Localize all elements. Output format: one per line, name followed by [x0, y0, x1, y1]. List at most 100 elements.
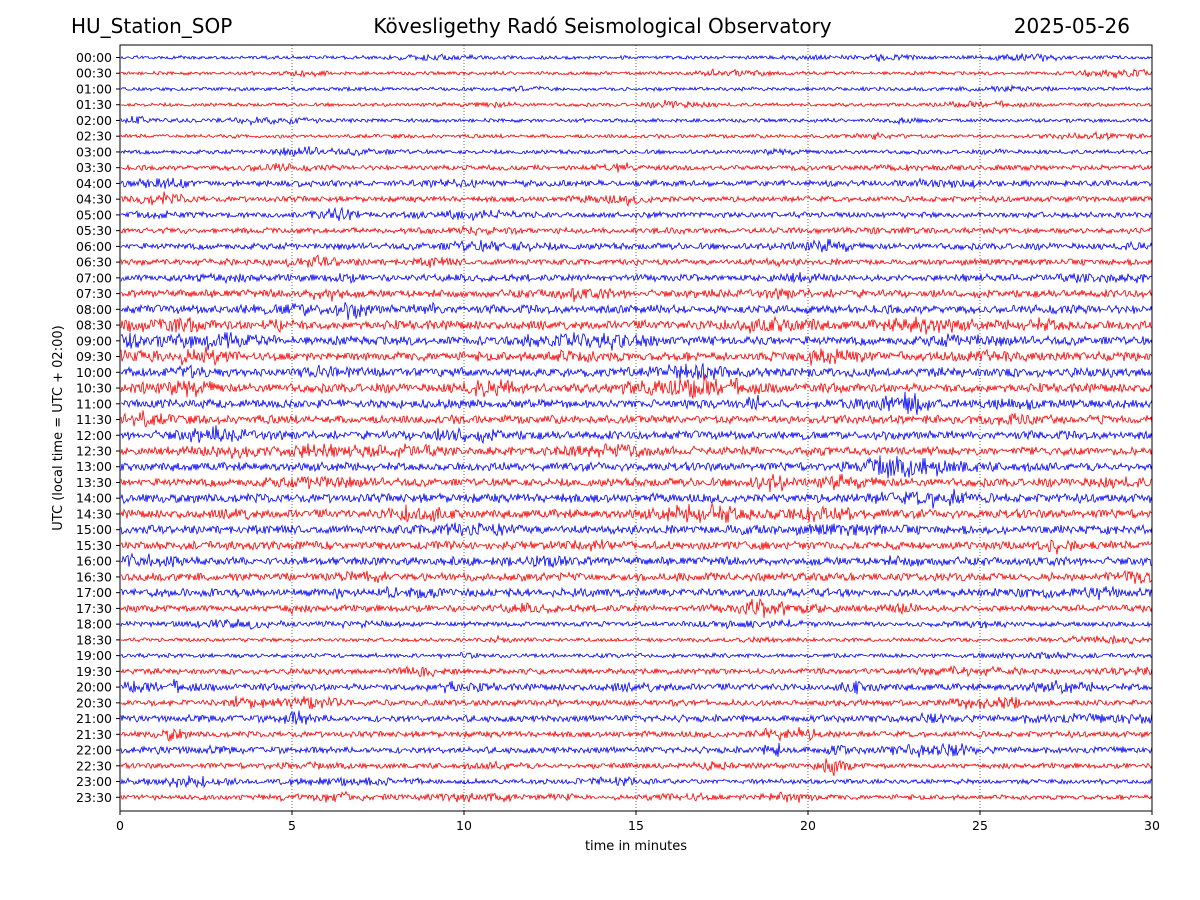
y-tick-label-07:00: 07:00 [76, 270, 112, 285]
x-tick-label-20: 20 [800, 818, 816, 833]
y-tick-label-04:00: 04:00 [76, 176, 112, 191]
x-tick-label-15: 15 [628, 818, 644, 833]
trace-03:30 [120, 162, 1153, 173]
trace-06:30 [120, 254, 1153, 269]
y-tick-label-12:00: 12:00 [76, 428, 112, 443]
trace-01:00 [120, 84, 1153, 93]
trace-00:30 [120, 67, 1153, 79]
y-tick-label-04:30: 04:30 [76, 192, 112, 207]
y-tick-label-03:00: 03:00 [76, 144, 112, 159]
y-tick-label-11:00: 11:00 [76, 396, 112, 411]
y-tick-label-00:30: 00:30 [76, 66, 112, 81]
trace-19:30 [120, 664, 1153, 678]
x-axis-ticks: 0 5 10 15 20 25 30 [116, 811, 1160, 833]
trace-08:30 [120, 315, 1153, 335]
y-tick-label-10:30: 10:30 [76, 381, 112, 396]
y-tick-label-05:30: 05:30 [76, 223, 112, 238]
y-tick-label-01:30: 01:30 [76, 97, 112, 112]
trace-02:00 [120, 115, 1153, 127]
y-tick-label-13:00: 13:00 [76, 459, 112, 474]
y-tick-label-21:00: 21:00 [76, 711, 112, 726]
y-tick-label-06:00: 06:00 [76, 239, 112, 254]
trace-09:30 [120, 346, 1153, 367]
trace-02:30 [120, 130, 1153, 142]
trace-13:30 [120, 473, 1153, 493]
trace-05:00 [120, 206, 1153, 221]
seismic-traces [120, 52, 1153, 803]
y-tick-label-20:00: 20:00 [76, 680, 112, 695]
y-tick-label-21:30: 21:30 [76, 727, 112, 742]
y-tick-label-20:30: 20:30 [76, 695, 112, 710]
trace-04:00 [120, 177, 1153, 190]
trace-12:00 [120, 425, 1153, 445]
station-title: HU_Station_SOP [71, 14, 233, 38]
y-tick-label-14:30: 14:30 [76, 506, 112, 521]
y-tick-label-19:30: 19:30 [76, 664, 112, 679]
x-tick-label-10: 10 [456, 818, 472, 833]
y-tick-label-17:00: 17:00 [76, 585, 112, 600]
trace-14:00 [120, 488, 1153, 509]
trace-06:00 [120, 238, 1153, 253]
y-tick-label-12:30: 12:30 [76, 444, 112, 459]
y-tick-label-09:00: 09:00 [76, 333, 112, 348]
trace-15:30 [120, 539, 1153, 555]
trace-09:00 [120, 332, 1153, 351]
trace-01:30 [120, 99, 1153, 109]
trace-23:00 [120, 775, 1153, 789]
y-tick-label-13:30: 13:30 [76, 475, 112, 490]
y-tick-label-09:30: 09:30 [76, 349, 112, 364]
trace-17:30 [120, 598, 1153, 618]
y-tick-label-02:00: 02:00 [76, 113, 112, 128]
trace-03:00 [120, 146, 1153, 158]
y-axis-ticks: 00:0000:3001:0001:3002:0002:3003:0003:30… [76, 50, 120, 805]
y-tick-label-17:30: 17:30 [76, 601, 112, 616]
y-tick-label-00:00: 00:00 [76, 50, 112, 65]
trace-22:30 [120, 758, 1153, 777]
trace-20:00 [120, 679, 1153, 695]
y-tick-label-08:00: 08:00 [76, 302, 112, 317]
trace-15:00 [120, 522, 1153, 537]
y-tick-label-08:30: 08:30 [76, 318, 112, 333]
trace-11:00 [120, 391, 1153, 415]
trace-19:00 [120, 651, 1153, 661]
y-tick-label-15:30: 15:30 [76, 538, 112, 553]
y-tick-label-07:30: 07:30 [76, 286, 112, 301]
trace-05:30 [120, 226, 1153, 237]
trace-16:30 [120, 569, 1153, 584]
trace-21:00 [120, 710, 1153, 725]
y-tick-label-01:00: 01:00 [76, 81, 112, 96]
trace-10:00 [120, 363, 1153, 382]
y-tick-label-05:00: 05:00 [76, 207, 112, 222]
y-tick-label-19:00: 19:00 [76, 648, 112, 663]
x-tick-label-30: 30 [1144, 818, 1160, 833]
trace-04:30 [120, 191, 1153, 208]
trace-18:30 [120, 634, 1153, 646]
trace-16:00 [120, 552, 1153, 568]
y-tick-label-22:30: 22:30 [76, 758, 112, 773]
x-axis-label: time in minutes [585, 839, 687, 854]
y-tick-label-03:30: 03:30 [76, 160, 112, 175]
trace-12:30 [120, 443, 1153, 460]
y-tick-label-11:30: 11:30 [76, 412, 112, 427]
y-tick-label-22:00: 22:00 [76, 743, 112, 758]
y-axis-label: UTC (local time = UTC + 02:00) [51, 325, 66, 530]
y-tick-label-18:00: 18:00 [76, 617, 112, 632]
x-tick-label-5: 5 [288, 818, 296, 833]
y-tick-label-23:00: 23:00 [76, 774, 112, 789]
trace-10:30 [120, 375, 1153, 399]
vertical-grid [291, 45, 981, 811]
date-title: 2025-05-26 [1013, 14, 1130, 38]
trace-08:00 [120, 301, 1153, 320]
y-tick-label-10:00: 10:00 [76, 365, 112, 380]
observatory-title: Köveslig­ethy Radó Seismological Observa… [373, 14, 832, 38]
trace-18:00 [120, 618, 1153, 630]
trace-00:00 [120, 52, 1153, 62]
y-tick-label-18:30: 18:30 [76, 632, 112, 647]
y-tick-label-23:30: 23:30 [76, 790, 112, 805]
trace-20:30 [120, 695, 1153, 710]
trace-22:00 [120, 742, 1153, 758]
x-tick-label-25: 25 [972, 818, 988, 833]
trace-13:00 [120, 455, 1153, 479]
trace-21:30 [120, 726, 1153, 742]
trace-11:30 [120, 410, 1153, 428]
